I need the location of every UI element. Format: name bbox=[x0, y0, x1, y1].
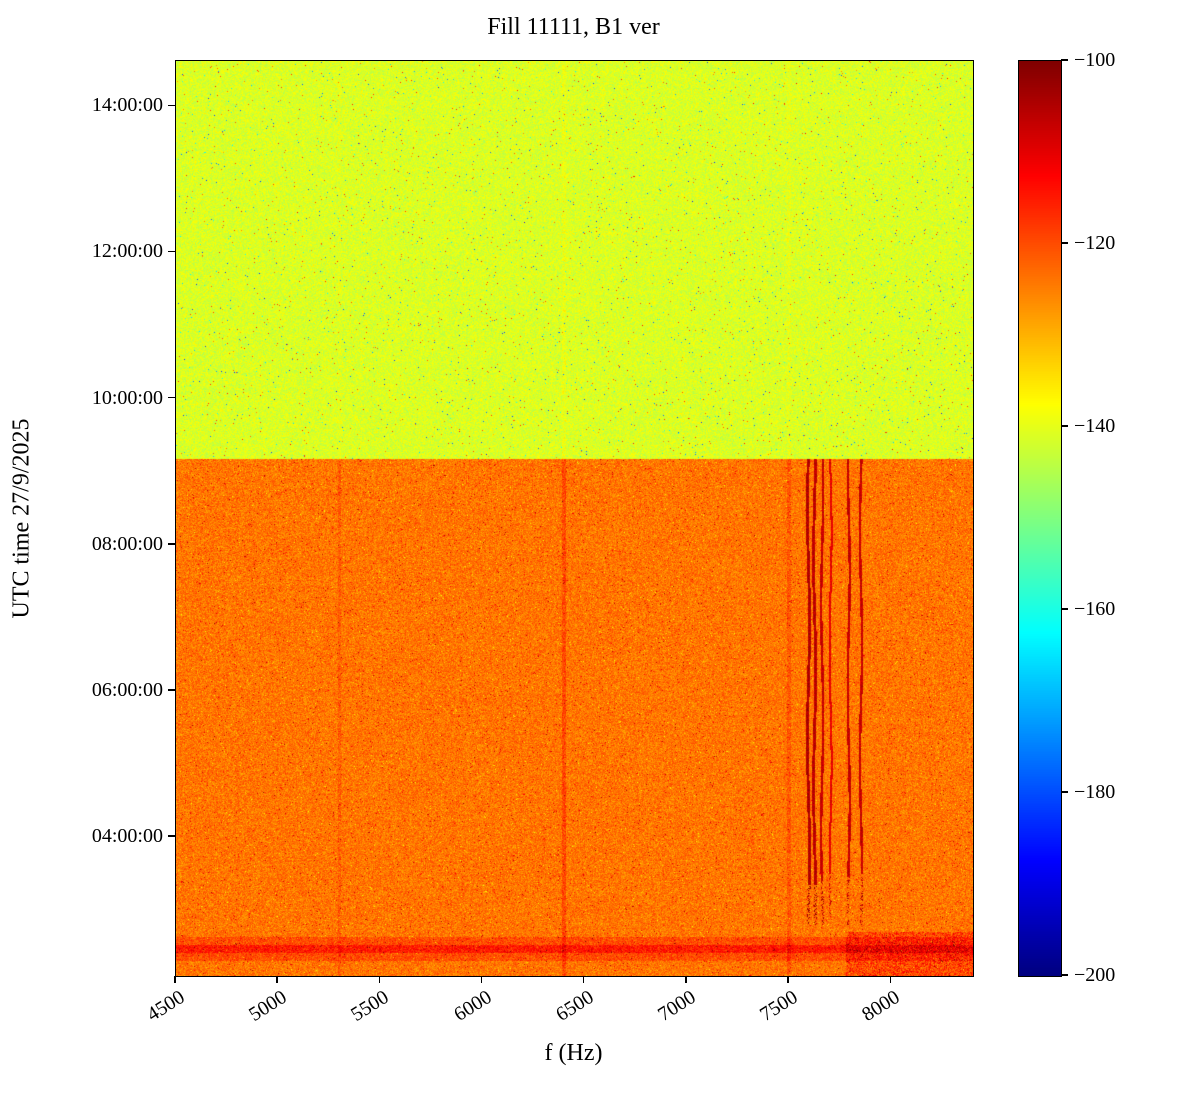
y-tick-mark bbox=[168, 689, 175, 691]
y-tick-mark bbox=[168, 835, 175, 837]
y-tick-mark bbox=[168, 543, 175, 545]
x-axis-label: f (Hz) bbox=[544, 1040, 603, 1066]
y-tick-label: 10:00:00 bbox=[91, 386, 163, 409]
x-tick-mark bbox=[480, 976, 483, 983]
x-tick-mark bbox=[276, 976, 278, 983]
y-tick-label: 04:00:00 bbox=[91, 825, 163, 848]
colorbar-tick-label: −160 bbox=[1074, 598, 1116, 620]
x-tick-label: 4500 bbox=[143, 986, 189, 1026]
colorbar-tick-mark bbox=[1061, 425, 1068, 427]
x-tick-mark bbox=[378, 976, 381, 983]
colorbar-tick-mark bbox=[1061, 242, 1068, 244]
colorbar bbox=[1018, 60, 1062, 977]
colorbar-tick-mark bbox=[1061, 974, 1068, 976]
colorbar-tick-mark bbox=[1061, 791, 1068, 793]
y-tick-label: 12:00:00 bbox=[91, 240, 163, 263]
plot-area bbox=[175, 60, 974, 977]
y-axis-label: UTC time 27/9/2025 bbox=[8, 418, 35, 619]
y-tick-mark bbox=[168, 396, 175, 399]
colorbar-tick-label: −120 bbox=[1074, 232, 1116, 254]
x-tick-mark bbox=[889, 976, 891, 983]
y-tick-mark bbox=[168, 250, 175, 253]
x-tick-mark bbox=[174, 976, 176, 983]
colorbar-tick-label: −140 bbox=[1074, 415, 1116, 437]
y-tick-label: 06:00:00 bbox=[91, 678, 163, 701]
plot-title: Fill 11111, B1 ver bbox=[487, 14, 660, 40]
x-tick-mark bbox=[583, 976, 585, 983]
colorbar-tick-label: −180 bbox=[1074, 781, 1116, 803]
spectrogram-canvas bbox=[176, 61, 973, 976]
y-tick-mark bbox=[168, 104, 175, 106]
colorbar-tick-label: −200 bbox=[1074, 964, 1116, 986]
y-tick-label: 08:00:00 bbox=[91, 532, 163, 555]
colorbar-tick-mark bbox=[1061, 59, 1068, 61]
colorbar-tick-mark bbox=[1061, 608, 1068, 610]
x-tick-mark bbox=[685, 976, 687, 983]
colorbar-canvas bbox=[1019, 61, 1061, 976]
x-tick-mark bbox=[787, 976, 789, 983]
colorbar-tick-label: −100 bbox=[1074, 49, 1116, 71]
y-tick-label: 14:00:00 bbox=[91, 94, 163, 117]
